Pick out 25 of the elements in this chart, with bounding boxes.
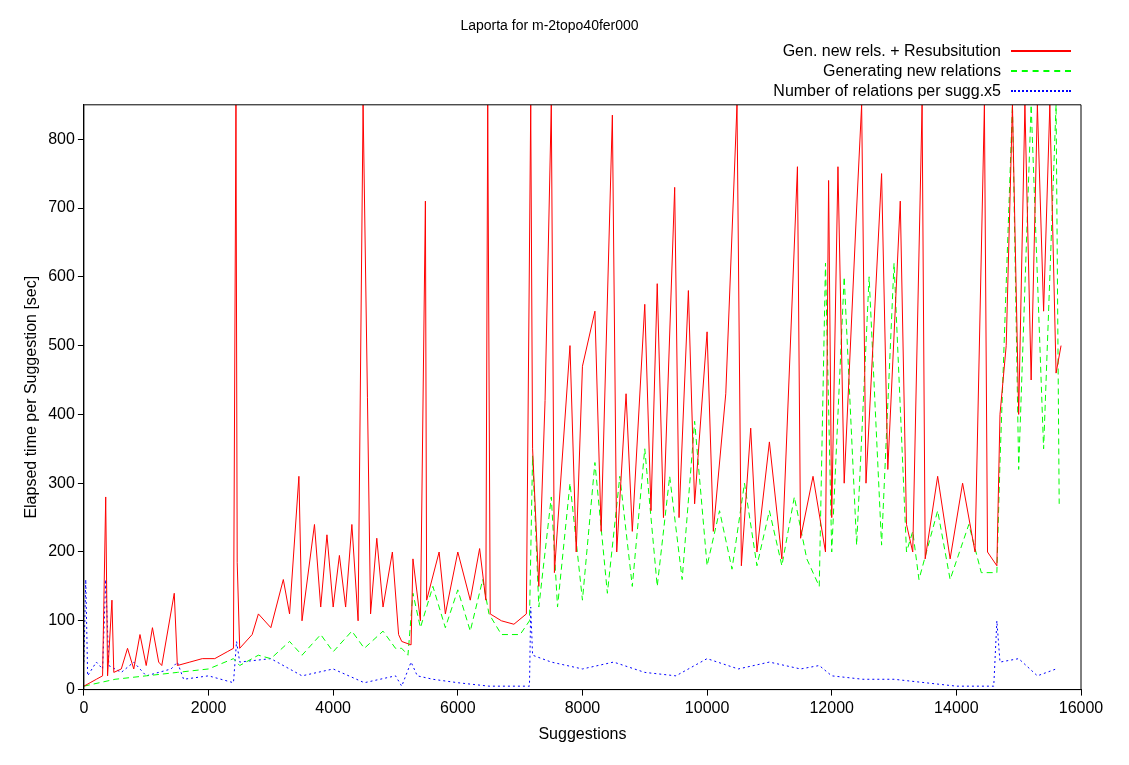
y-tick-label: 400 bbox=[48, 404, 75, 422]
y-tick-label: 200 bbox=[48, 542, 75, 560]
x-tick-label: 12000 bbox=[809, 698, 855, 716]
legend-label: Gen. new rels. + Resubsitution bbox=[782, 42, 1001, 60]
x-tick-label: 16000 bbox=[1058, 698, 1104, 716]
x-tick-label: 10000 bbox=[684, 698, 730, 716]
y-tick-label: 100 bbox=[48, 611, 75, 629]
y-tick-label: 0 bbox=[65, 680, 75, 698]
y-tick-label: 700 bbox=[48, 198, 75, 216]
y-tick-label: 300 bbox=[48, 473, 75, 491]
y-tick-label: 800 bbox=[48, 129, 75, 147]
chart-title: Laporta for m-2topo40fer000 bbox=[460, 17, 639, 34]
y-tick-label: 600 bbox=[48, 267, 75, 285]
x-tick-label: 8000 bbox=[564, 698, 601, 716]
x-tick-label: 0 bbox=[79, 698, 89, 716]
y-tick-label: 500 bbox=[48, 336, 75, 354]
x-tick-label: 2000 bbox=[190, 698, 227, 716]
y-axis-title: Elapsed time per Suggestion [sec] bbox=[22, 275, 40, 519]
x-tick-label: 6000 bbox=[440, 698, 476, 716]
x-tick-label: 4000 bbox=[315, 698, 352, 716]
x-axis-title: Suggestions bbox=[538, 724, 627, 742]
line-series bbox=[83, 579, 1057, 687]
x-tick-label: 14000 bbox=[934, 698, 979, 716]
legend-label: Number of relations per sugg.x5 bbox=[773, 82, 1001, 100]
legend-label: Generating new relations bbox=[823, 62, 1001, 80]
